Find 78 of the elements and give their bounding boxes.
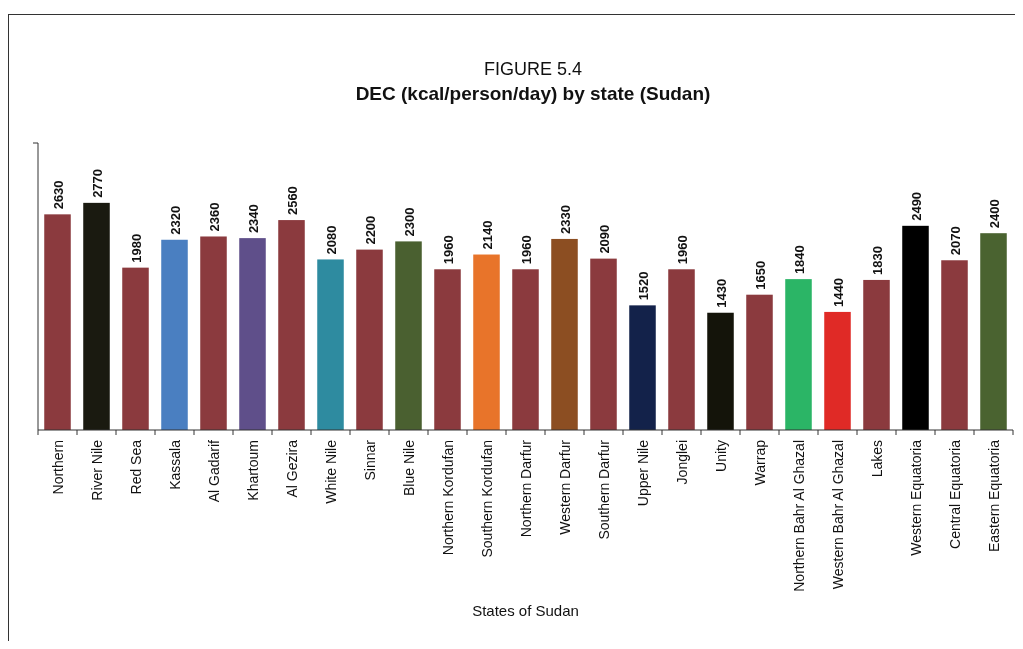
bar	[551, 238, 578, 430]
bar	[629, 305, 656, 430]
data-label: 2330	[557, 205, 573, 234]
data-label: 1830	[869, 246, 885, 275]
x-tick-label: River Nile	[88, 439, 105, 501]
x-tick-label: Al Gezira	[283, 439, 300, 498]
data-label: 2560	[284, 186, 300, 216]
bar	[239, 238, 266, 430]
bar	[122, 267, 149, 430]
x-tick-label: Western Equatoria	[907, 439, 924, 556]
data-label: 1440	[830, 278, 846, 307]
data-label: 1430	[713, 278, 729, 308]
x-tick-label: Central Equatoria	[946, 439, 963, 549]
data-label: 1520	[635, 271, 651, 301]
bar	[668, 269, 695, 430]
bar	[512, 269, 539, 430]
bar	[746, 294, 773, 430]
data-label: 2140	[479, 220, 495, 250]
x-tick-label: Southern Kordufan	[478, 440, 495, 558]
bar	[83, 202, 110, 430]
data-label: 2300	[401, 207, 417, 237]
bar	[278, 220, 305, 430]
bar	[44, 214, 71, 430]
x-tick-label: Northern	[49, 440, 66, 495]
bar	[434, 269, 461, 430]
x-tick-label: Sinnar	[361, 439, 378, 481]
data-label: 2360	[206, 202, 222, 232]
x-tick-label: White Nile	[322, 439, 339, 504]
x-tick-label: Northern Kordufan	[439, 440, 456, 556]
data-label: 1980	[128, 233, 144, 263]
x-tick-label: Western Darfur	[556, 439, 573, 535]
bar	[200, 236, 227, 430]
x-axis-title: States of Sudan	[472, 602, 579, 619]
bar	[785, 279, 812, 430]
data-label: 1650	[752, 260, 768, 290]
chart-subtitle: DEC (kcal/person/day) by state (Sudan)	[355, 83, 711, 104]
data-label: 2090	[596, 224, 612, 254]
data-label: 2320	[167, 205, 183, 235]
data-label: 1960	[440, 235, 456, 265]
bar	[395, 241, 422, 430]
x-tick-label: Northern Darfur	[517, 439, 534, 538]
data-label: 2080	[323, 225, 339, 255]
data-label: 2400	[986, 199, 1002, 229]
bar	[902, 225, 929, 430]
bar	[590, 258, 617, 430]
chart-title: FIGURE 5.4	[483, 59, 583, 79]
bar	[941, 260, 968, 430]
x-tick-label: Blue Nile	[400, 439, 417, 497]
x-tick-label: Khartoum	[244, 440, 261, 501]
data-label: 1840	[791, 245, 807, 275]
bar	[473, 254, 500, 430]
x-tick-label: Upper Nile	[634, 439, 651, 507]
x-tick-label: Red Sea	[127, 439, 144, 495]
data-label: 2200	[362, 215, 378, 245]
data-label: 2490	[908, 191, 924, 221]
data-label: 2070	[947, 226, 963, 256]
bar	[161, 239, 188, 430]
data-label: 1960	[518, 235, 534, 265]
x-tick-label: Eastern Equatoria	[985, 439, 1002, 553]
x-tick-label: Unity	[712, 440, 729, 472]
bar	[824, 311, 851, 430]
x-tick-label: Northern Bahr Al Ghazal	[790, 440, 807, 592]
data-label: 1960	[674, 235, 690, 265]
x-tick-label: Al Gadarif	[205, 439, 222, 503]
x-tick-label: Lakes	[868, 440, 885, 478]
data-label: 2630	[50, 180, 66, 210]
bar	[707, 312, 734, 430]
bar	[980, 233, 1007, 430]
x-tick-label: Western Bahr Al Ghazal	[829, 440, 846, 590]
bar	[863, 279, 890, 430]
data-label: 2340	[245, 204, 261, 234]
data-label: 2770	[89, 168, 105, 198]
bar	[356, 249, 383, 430]
bar	[317, 259, 344, 430]
x-tick-label: Kassala	[166, 439, 183, 490]
x-tick-label: Southern Darfur	[595, 439, 612, 540]
x-tick-label: Warrap	[751, 439, 768, 486]
x-tick-label: Jonglei	[673, 440, 690, 485]
